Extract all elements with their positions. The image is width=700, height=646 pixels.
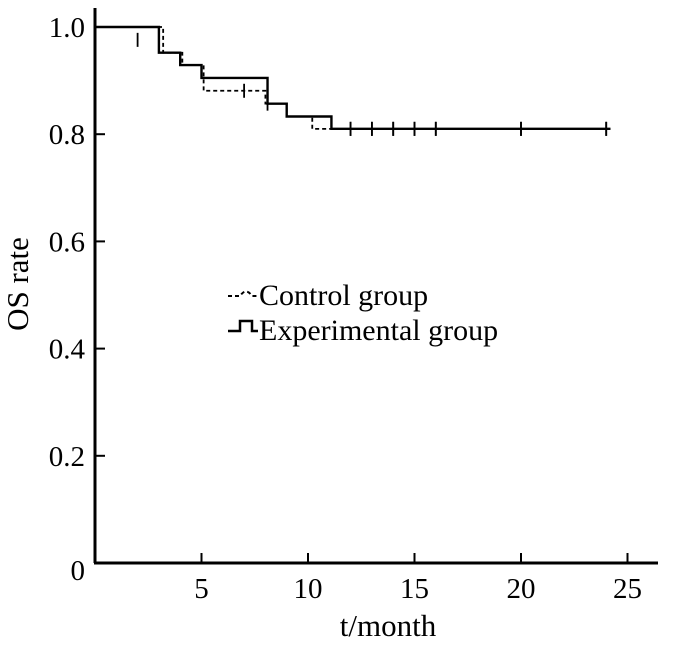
- x-tick-label: 20: [507, 573, 536, 605]
- legend-swatch-control: [228, 290, 258, 297]
- x-tick-label: 10: [294, 573, 323, 605]
- series-line-experimental: [95, 25, 611, 131]
- axes: [93, 8, 658, 565]
- x-tick-label: 15: [400, 573, 429, 605]
- y-axis-title: OS rate: [0, 237, 35, 331]
- x-axis-ticks: 5 10 15 20 25: [194, 553, 642, 605]
- legend: Control group Experimental group: [228, 279, 498, 347]
- legend-label-control: Control group: [259, 279, 428, 312]
- series-line-control: [95, 26, 611, 130]
- y-tick-label: 0.4: [49, 334, 86, 366]
- x-tick-label: 25: [613, 573, 642, 605]
- y-tick-label: 0.6: [49, 226, 85, 258]
- y-tick-label: 0.8: [49, 119, 85, 151]
- y-tick-label: 0.2: [49, 441, 85, 473]
- x-axis-title: t/month: [340, 608, 437, 643]
- x-tick-label: 5: [194, 573, 209, 605]
- y-axis-ticks: 0 0.2 0.4 0.6 0.8 1.0: [49, 12, 105, 587]
- y-tick-label: 0: [71, 555, 86, 587]
- legend-swatch-experimental: [228, 319, 258, 333]
- plot-area: [95, 25, 611, 136]
- y-tick-label: 1.0: [49, 12, 85, 44]
- legend-label-experimental: Experimental group: [259, 314, 498, 347]
